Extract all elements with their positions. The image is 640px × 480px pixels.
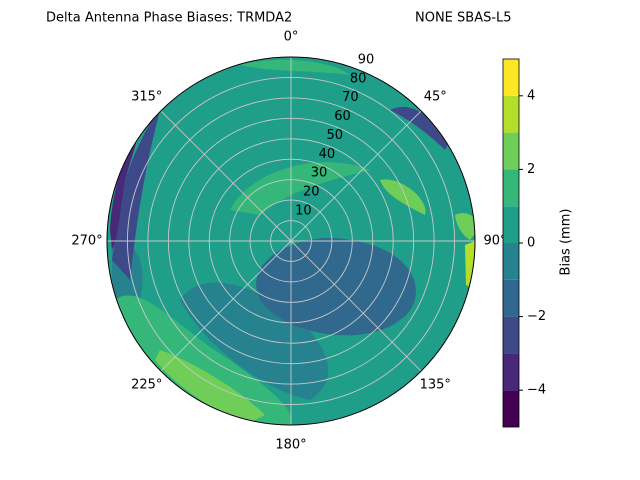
radial-tick-label: 50 [326,128,343,143]
colorbar-tick-label: −2 [527,309,546,324]
colorbar-band [503,390,519,427]
chart-subtitle: NONE SBAS-L5 [415,11,512,26]
radial-tick-label: 90 [358,52,375,67]
colorbar-band [503,132,519,170]
colorbar-band [503,279,519,317]
radial-tick-label: 80 [350,71,367,86]
colorbar-tick-label: −4 [527,383,546,398]
radial-tick-label: 40 [319,147,336,162]
colorbar-tick-label: 2 [527,162,535,177]
contour-region [230,162,370,215]
radial-tick-label: 60 [334,109,351,124]
colorbar-band [503,206,519,243]
contour-region [465,240,475,290]
angular-grid-line [160,110,292,242]
contour-region [380,179,426,215]
colorbar-tick-label: 4 [527,88,535,103]
colorbar-band [503,59,519,96]
angular-tick-label: 0° [284,30,299,45]
angular-tick-label: 180° [275,438,306,453]
contour-region [256,238,416,336]
overlay [106,56,476,426]
angular-grid-line [290,240,422,372]
angular-tick-label: 270° [71,234,102,249]
contour-region [155,350,265,425]
angular-tick-label: 90° [483,234,506,249]
colorbar-band [503,95,519,133]
radial-tick-label: 10 [295,204,312,219]
contour-region [455,213,475,240]
angular-grid-line [160,240,292,372]
radial-tick-label: 70 [342,90,359,105]
angular-grid-line [290,110,422,242]
radial-tick-label: 30 [311,166,328,181]
angular-tick-label: 315° [131,89,162,104]
contour-region [110,130,140,250]
colorbar-tick-label: 0 [527,236,535,251]
polar-frame [106,56,476,426]
radial-tick-label: 20 [303,185,320,200]
chart-title: Delta Antenna Phase Biases: TRMDA2 [46,11,292,26]
contour-region [112,110,160,280]
colorbar-band [503,353,519,391]
colorbar-band [503,169,519,207]
angular-tick-label: 225° [131,378,162,393]
colorbar-band [503,243,519,280]
angular-tick-label: 45° [424,89,447,104]
contour-region [240,59,350,75]
angular-tick-label: 135° [420,378,451,393]
contour-region [390,106,450,150]
colorbar-label: Bias (mm) [559,209,574,276]
contour-region [115,295,292,425]
colorbar-band [503,316,519,354]
